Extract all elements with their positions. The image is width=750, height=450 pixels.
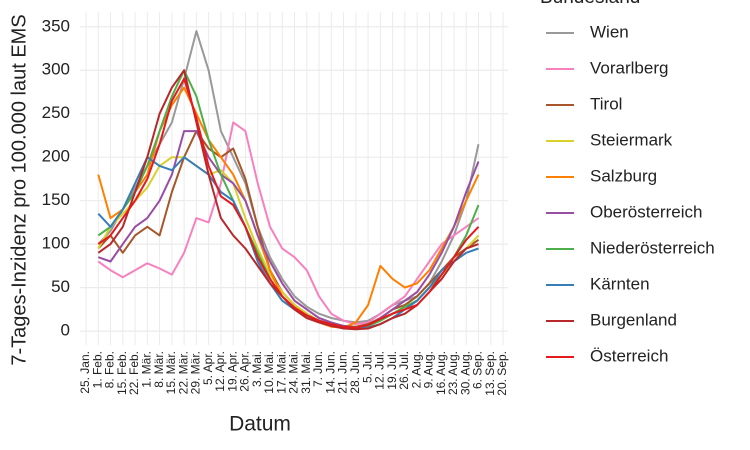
x-tick-label: 14. Jun. [323, 351, 337, 394]
series-line [97, 77, 480, 329]
y-tick-label: 300 [42, 60, 70, 79]
legend-label: Oberösterreich [590, 202, 702, 221]
x-tick-label: 22. Mär. [176, 351, 190, 394]
series-line [97, 121, 480, 326]
legend-label: Salzburg [590, 166, 657, 185]
x-tick-label: 24. Mai. [287, 351, 301, 394]
x-tick-label: 29. Mär. [189, 351, 203, 394]
x-tick-label: 21. Jun. [336, 351, 350, 394]
x-tick-label: 8. Feb. [103, 351, 117, 388]
x-tick-label: 3. Mai. [250, 351, 264, 387]
x-tick-label: 8. Mär. [152, 351, 166, 388]
x-tick-label: 23. Aug. [446, 351, 460, 395]
x-tick-label: 5. Apr. [201, 351, 215, 385]
legend-title: Bundesland [540, 0, 640, 8]
y-tick-label: 100 [42, 234, 70, 253]
x-tick-label: 1. Mär. [139, 351, 153, 388]
legend-label: Niederösterreich [590, 238, 715, 257]
x-tick-label: 26. Jul. [397, 351, 411, 390]
x-tick-label: 19. Jul. [385, 351, 399, 390]
x-tick-label: 25. Jan. [78, 351, 92, 394]
y-tick-label: 200 [42, 147, 70, 166]
legend-label: Österreich [590, 346, 668, 365]
x-tick-label: 2. Aug. [409, 351, 423, 388]
legend-label: Burgenland [590, 310, 677, 329]
x-axis-title: Datum [229, 413, 291, 436]
y-tick-label: 350 [42, 16, 70, 35]
x-tick-label: 13. Sep. [483, 351, 497, 396]
series-line [97, 156, 479, 330]
x-tick-label: 10. Mai. [262, 351, 276, 394]
series-line [97, 130, 480, 329]
y-tick-label: 150 [42, 190, 70, 209]
x-tick-label: 20. Sep. [495, 351, 509, 396]
legend-label: Vorarlberg [590, 58, 668, 77]
x-tick-label: 30. Aug. [458, 351, 472, 395]
x-tick-label: 12. Jul. [373, 351, 387, 390]
x-tick-label: 9. Aug. [422, 351, 436, 388]
legend-label: Kärnten [590, 274, 650, 293]
x-tick-label: 1. Feb. [90, 351, 104, 388]
x-tick-label: 7. Jun. [311, 351, 325, 387]
x-tick-label: 17. Mai. [274, 351, 288, 394]
x-tick-label: 22. Feb. [127, 351, 141, 395]
y-tick-label: 50 [51, 277, 70, 296]
x-tick-label: 31. Mai. [299, 351, 313, 394]
x-tick-label: 16. Aug. [434, 351, 448, 395]
x-tick-label: 5. Jul. [360, 351, 374, 383]
x-tick-label: 19. Apr. [225, 351, 239, 392]
y-tick-label: 0 [61, 321, 70, 340]
x-tick-label: 15. Feb. [115, 351, 129, 395]
y-tick-label: 250 [42, 103, 70, 122]
x-tick-label: 15. Mär. [164, 351, 178, 394]
x-tick-label: 28. Jun. [348, 351, 362, 394]
legend-label: Steiermark [590, 130, 673, 149]
legend-label: Tirol [590, 94, 622, 113]
x-tick-label: 26. Apr. [238, 351, 252, 392]
x-tick-label: 6. Sep. [471, 351, 485, 389]
x-tick-label: 12. Apr. [213, 351, 227, 392]
legend-label: Wien [590, 22, 629, 41]
y-axis-title: 7-Tages-Inzidenz pro 100.000 laut EMS [8, 14, 30, 365]
